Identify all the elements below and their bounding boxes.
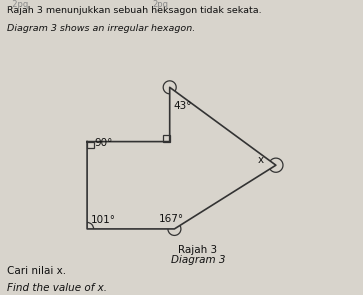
Text: . 2pq: . 2pq [7,0,29,9]
Text: 43°: 43° [173,101,192,112]
Text: 2pq: 2pq [152,0,168,9]
Text: Find the value of x.: Find the value of x. [7,283,107,293]
Text: Rajah 3 menunjukkan sebuah heksagon tidak sekata.: Rajah 3 menunjukkan sebuah heksagon tida… [7,6,262,15]
Text: Cari nilai x.: Cari nilai x. [7,266,66,276]
Text: 101°: 101° [91,215,116,225]
Text: Diagram 3: Diagram 3 [171,255,225,265]
Text: x: x [257,155,264,165]
Text: Diagram 3 shows an irregular hexagon.: Diagram 3 shows an irregular hexagon. [7,24,196,33]
Text: 90°: 90° [95,138,113,148]
Text: Rajah 3: Rajah 3 [179,245,217,255]
Text: 167°: 167° [158,214,183,224]
